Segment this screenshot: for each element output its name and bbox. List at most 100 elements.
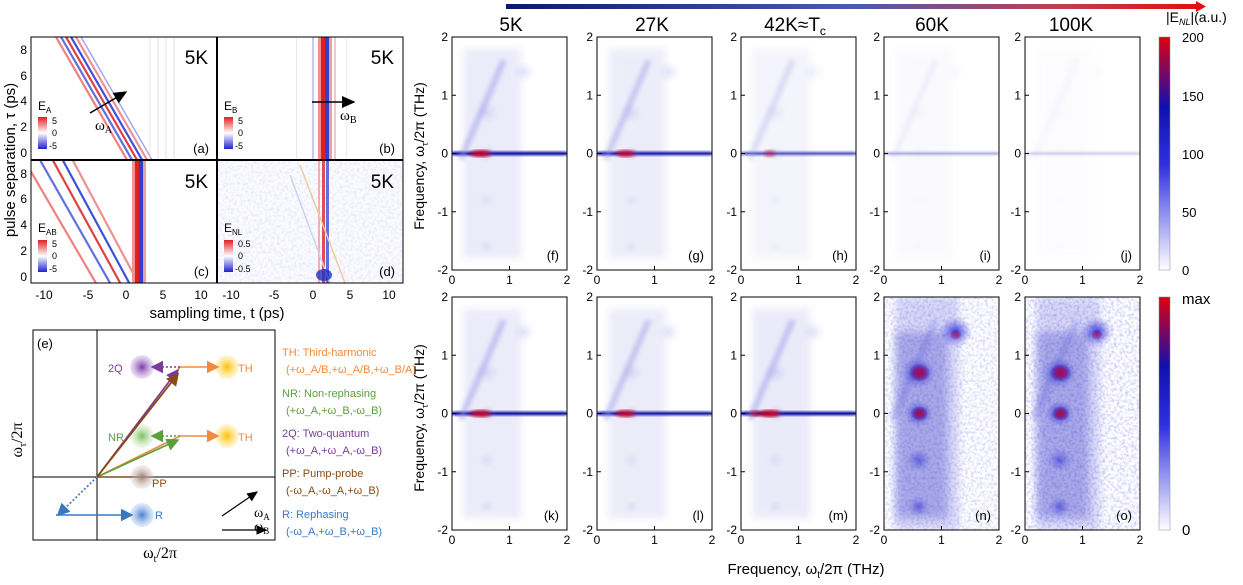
spectrum-xtick: 0: [449, 273, 456, 287]
omega-a-arrow: [89, 91, 128, 114]
td-xlabel: sampling time, t (ps): [149, 305, 284, 322]
spectrum-xtick: 2: [996, 533, 1003, 547]
inset-omega-a-arrow: [221, 491, 258, 517]
cbar-bottom-min: 0: [1182, 522, 1190, 539]
spectrum-ytick: -2: [726, 523, 737, 537]
legend-nr-terms: (+ω_A,+ω_B,-ω_B): [286, 405, 382, 417]
spectrum-xtick: 2: [996, 273, 1003, 287]
spectrum-ytick: 2: [1014, 290, 1021, 304]
temp-header-100k: 100K: [1049, 15, 1094, 36]
spectrum-ytick: -1: [437, 465, 448, 479]
spectrum-xtick: 2: [709, 273, 716, 287]
spectrum-ytick: 2: [873, 30, 880, 44]
spectrum-xtick: 0: [738, 533, 745, 547]
panel-c: [31, 160, 217, 283]
legend-th-terms: (+ω_A/B,+ω_A/B,+ω_B/A): [286, 364, 416, 376]
spectrum-ytick: 0: [441, 147, 448, 161]
cbar-bottom-max: max: [1182, 291, 1211, 308]
schematic-xlabel: ωt/2π: [143, 545, 177, 565]
spectrum-xtick: 1: [651, 533, 658, 547]
legend-2q-terms: (+ω_A,+ω_A,-ω_B): [286, 445, 382, 457]
temperature-arrow: [506, 1, 1206, 12]
spectrum-ytick: 2: [586, 30, 593, 44]
spectrum-ytick: 2: [586, 290, 593, 304]
legend-r-title: R: Rephasing: [282, 509, 349, 521]
cbar-d-zero: 0: [238, 251, 243, 261]
cbar-a-min: -5: [49, 141, 57, 151]
spectrum-ytick: -1: [582, 205, 593, 219]
spectrum-panel: 210-1-20 1 2(g): [582, 30, 715, 287]
spectra-ylabel-bottom: Frequency, ωτ/2π (THz): [411, 344, 430, 492]
cbar-a-max: 5: [52, 116, 57, 126]
td-ytick-top-0: 0: [20, 146, 27, 160]
panel-a-label: (a): [193, 141, 209, 156]
spectrum-panel-label: (l): [692, 508, 704, 523]
spectrum-ytick: 0: [586, 147, 593, 161]
spectrum-ytick: 0: [441, 407, 448, 421]
pathway-legend: TH: Third-harmonic (+ω_A/B,+ω_A/B,+ω_B/A…: [282, 347, 416, 538]
spectrum-ytick: 1: [441, 88, 448, 102]
circle-pp: [130, 465, 154, 489]
spectrum-panel: 210-1-20 1 2(o): [1010, 290, 1143, 547]
spectrum-xtick: 2: [709, 533, 716, 547]
schematic-ylabel: ωτ/2π: [9, 422, 29, 457]
spectrum-xtick: 1: [938, 273, 945, 287]
panel-c-label: (c): [194, 264, 209, 279]
spectrum-ytick: -1: [1010, 465, 1021, 479]
spectrum-ytick: 1: [873, 348, 880, 362]
circle-2q: [130, 355, 154, 379]
legend-2q-title: 2Q: Two-quantum: [282, 428, 369, 440]
cbar-d-min: -0.5: [235, 264, 251, 274]
spectrum-ytick: -2: [437, 263, 448, 277]
spectrum-ytick: 2: [873, 290, 880, 304]
spectrum-ytick: -2: [869, 523, 880, 537]
spectrum-xtick: 0: [594, 533, 601, 547]
spectrum-ytick: 1: [441, 348, 448, 362]
cbar-top-200: 200: [1182, 30, 1204, 45]
td-xtick-d-5: 5: [347, 288, 354, 302]
spectrum-panel: 210-1-20 1 2(i): [869, 30, 1002, 287]
td-ytick-top-2: 2: [20, 120, 27, 134]
spectrum-ytick: 0: [873, 147, 880, 161]
panel-b: [217, 37, 403, 160]
spectrum-panel: 210-1-20 1 2(n): [869, 290, 1002, 547]
circle-r: [130, 503, 154, 527]
spectrum-ytick: 2: [730, 290, 737, 304]
td-xtick-d-m10: -10: [222, 288, 240, 302]
spectrum-ytick: -2: [582, 523, 593, 537]
circle-nr-label: NR: [108, 432, 124, 444]
cbar-b-min: -5: [235, 141, 243, 151]
spectrum-panel: 210-1-20 1 2(j): [1010, 30, 1143, 287]
temp-header-27k: 27K: [635, 15, 669, 36]
colorbar-top: |ENL|(a.u.) 200 150 100 50 0: [1158, 9, 1227, 278]
spectrum-panel-label: (g): [688, 248, 704, 263]
cbar-top-title: |ENL|(a.u.): [1166, 9, 1227, 27]
spectrum-ytick: 0: [730, 407, 737, 421]
temp-header-5k: 5K: [499, 15, 523, 36]
spectrum-ytick: 1: [873, 88, 880, 102]
cbar-c-title: EAB: [38, 221, 57, 237]
spectrum-xtick: 1: [506, 533, 513, 547]
cbar-top-0: 0: [1182, 263, 1189, 278]
td-ytick-bot-4: 4: [20, 218, 27, 232]
legend-nr-title: NR: Non-rephasing: [282, 388, 376, 400]
panel-d-label: (d): [379, 264, 395, 279]
cbar-top-50: 50: [1182, 205, 1196, 220]
spectrum-xtick: 1: [795, 533, 802, 547]
spectrum-panel-label: (f): [547, 248, 559, 263]
spectrum-panel-label: (n): [975, 508, 991, 523]
spectrum-ytick: -1: [1010, 205, 1021, 219]
spectrum-panel-label: (i): [979, 248, 991, 263]
cbar-top-150: 150: [1182, 89, 1204, 104]
circle-th1-label: TH: [238, 363, 253, 375]
spectrum-xtick: 1: [1079, 533, 1086, 547]
time-domain-panels: 0 2 4 6 8 0 2 4 6 8 -10 -5 0 5 10 -10 -5…: [2, 36, 404, 322]
spectrum-ytick: 1: [1014, 88, 1021, 102]
spectrum-panel-label: (k): [544, 508, 559, 523]
spectrum-panel-label: (j): [1120, 248, 1132, 263]
spectrum-ytick: 0: [586, 407, 593, 421]
cbar-d: ENL 0.5 0 -0.5: [224, 221, 251, 274]
spectrum-panel: 210-1-20 1 2(f): [437, 30, 570, 287]
cbar-c: EAB 5 0 -5: [38, 221, 57, 274]
